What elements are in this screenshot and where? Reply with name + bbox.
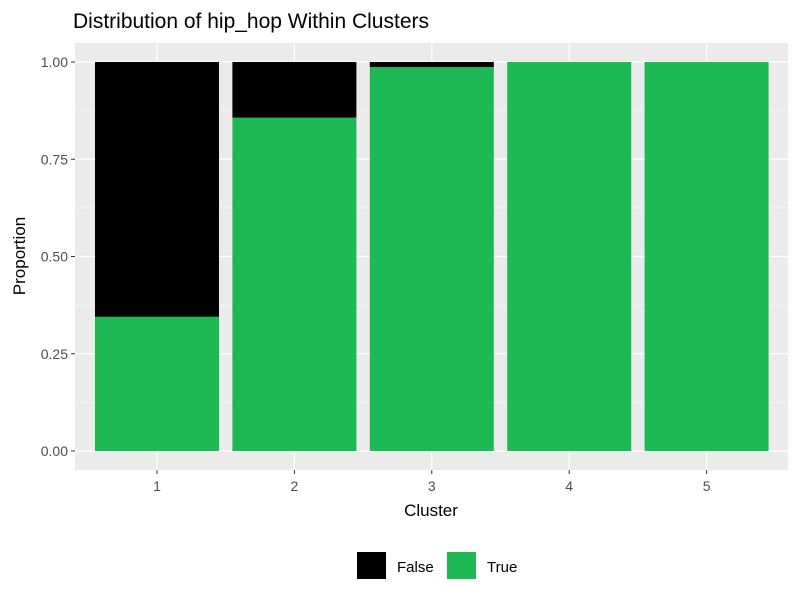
bars xyxy=(95,62,769,451)
x-axis: 1 2 3 4 5 xyxy=(153,470,711,494)
y-tick-label: 0.75 xyxy=(41,151,68,167)
x-tick-label: 1 xyxy=(153,478,161,494)
bar-segment-true-cluster-1 xyxy=(95,316,219,451)
y-tick-label: 1.00 xyxy=(41,54,68,70)
y-tick-label: 0.25 xyxy=(41,346,68,362)
legend-key-false xyxy=(357,552,386,579)
x-tick-label: 4 xyxy=(565,478,573,494)
x-tick-label: 2 xyxy=(291,478,299,494)
bar-segment-true-cluster-5 xyxy=(644,62,769,451)
bar-segment-true-cluster-4 xyxy=(507,62,632,451)
legend-key-true xyxy=(447,552,476,579)
y-axis-title: Proportion xyxy=(10,217,29,295)
legend-label-false: False xyxy=(397,559,434,576)
x-tick-label: 3 xyxy=(428,478,436,494)
y-tick-label: 0.50 xyxy=(41,249,68,265)
y-axis: 0.00 0.25 0.50 0.75 1.00 xyxy=(41,54,75,459)
bar-segment-true-cluster-3 xyxy=(369,67,494,451)
bar-segment-false-cluster-2 xyxy=(232,62,357,118)
x-tick-label: 5 xyxy=(703,478,711,494)
chart-title: Distribution of hip_hop Within Clusters xyxy=(73,10,429,33)
x-axis-title: Cluster xyxy=(404,501,458,520)
y-tick-label: 0.00 xyxy=(41,443,68,459)
bar-segment-false-cluster-3 xyxy=(369,62,494,68)
bar-segment-true-cluster-2 xyxy=(232,117,357,451)
legend-label-true: True xyxy=(487,559,517,576)
bar-segment-false-cluster-1 xyxy=(95,62,219,317)
legend: False True xyxy=(357,552,517,579)
